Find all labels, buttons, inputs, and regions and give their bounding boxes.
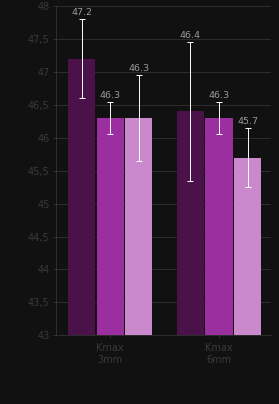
Text: 47.2: 47.2 [71, 8, 92, 17]
Bar [205, 118, 232, 335]
Text: 46.3: 46.3 [128, 64, 149, 73]
Text: 46.3: 46.3 [100, 90, 121, 99]
Bar [125, 118, 152, 335]
Bar [97, 118, 124, 335]
Text: 45.7: 45.7 [237, 117, 258, 126]
Text: 46.3: 46.3 [208, 90, 230, 99]
Bar [68, 59, 95, 335]
Bar [177, 112, 204, 335]
Text: 46.4: 46.4 [180, 31, 201, 40]
Bar [234, 158, 261, 335]
